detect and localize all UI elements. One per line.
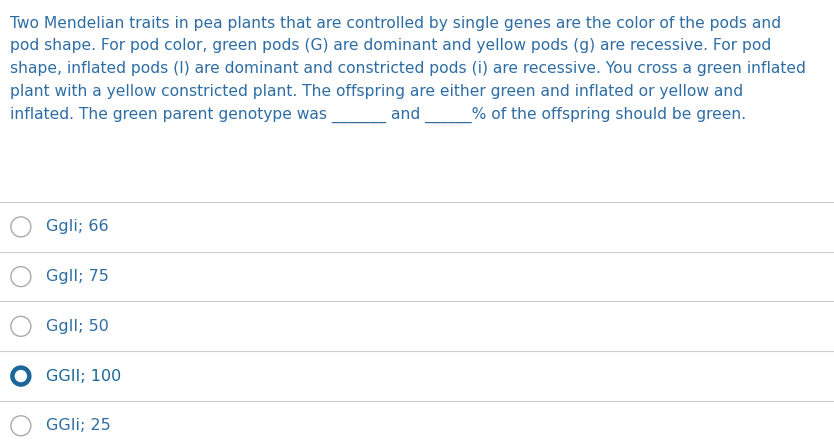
Text: GGIi; 25: GGIi; 25: [46, 418, 111, 433]
Ellipse shape: [11, 366, 31, 386]
Text: GgII; 50: GgII; 50: [46, 319, 108, 334]
Text: GGII; 100: GGII; 100: [46, 369, 121, 384]
Ellipse shape: [15, 371, 27, 381]
Text: GgII; 75: GgII; 75: [46, 269, 108, 284]
Text: GgIi; 66: GgIi; 66: [46, 219, 108, 234]
Text: Two Mendelian traits in pea plants that are controlled by single genes are the c: Two Mendelian traits in pea plants that …: [10, 16, 806, 123]
